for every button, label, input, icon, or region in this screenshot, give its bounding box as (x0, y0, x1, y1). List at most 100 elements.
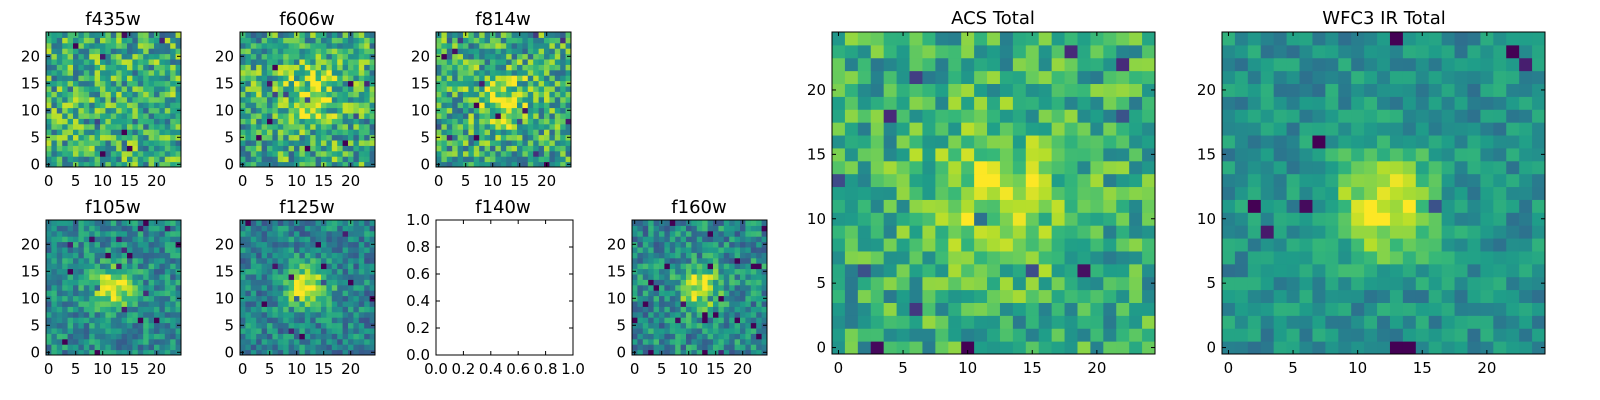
heatmap-cell (883, 83, 898, 97)
heatmap-cell (256, 37, 263, 44)
heatmap-cell (495, 113, 502, 119)
heatmap-cell (696, 247, 703, 253)
heatmap-cell (734, 241, 741, 248)
heatmap-cell (664, 344, 671, 351)
heatmap-cell (56, 274, 63, 280)
heatmap-cell (250, 37, 257, 44)
heatmap-cell (1415, 199, 1430, 213)
x-tick-label: 0.4 (479, 360, 503, 378)
heatmap-cell (256, 150, 263, 157)
y-tick-label: 5 (224, 316, 234, 334)
heatmap-cell (116, 91, 123, 98)
heatmap-cell (987, 96, 1001, 110)
heatmap-cell (500, 107, 507, 114)
heatmap-cell (261, 140, 268, 146)
heatmap-cell (46, 140, 52, 146)
heatmap-cell (315, 129, 322, 136)
heatmap-cell (100, 156, 106, 163)
heatmap-cell (148, 252, 155, 259)
heatmap-cell (364, 274, 371, 280)
axes-frame-f140w (435, 219, 574, 356)
heatmap-cell (121, 42, 128, 49)
heatmap-cell (331, 102, 338, 109)
heatmap-cell (1234, 341, 1249, 355)
heatmap-cell (143, 96, 150, 103)
heatmap-cell (348, 306, 354, 313)
heatmap-cell (1222, 289, 1236, 303)
heatmap-cell (240, 274, 246, 280)
heatmap-cell (116, 279, 123, 286)
heatmap-cell (1260, 341, 1275, 355)
heatmap-cell (321, 129, 327, 136)
heatmap-cell (1402, 328, 1417, 342)
heatmap-cell (321, 123, 327, 130)
heatmap-cell (750, 268, 757, 275)
heatmap-cell (110, 344, 117, 351)
heatmap-cell (148, 75, 155, 82)
heatmap-cell (56, 37, 63, 44)
heatmap-cell (116, 42, 123, 49)
heatmap-cell (304, 134, 311, 141)
heatmap-cell (832, 250, 846, 265)
heatmap-cell (46, 328, 52, 334)
heatmap-cell (870, 238, 885, 252)
heatmap-cell (909, 83, 923, 97)
heatmap-cell (463, 69, 469, 76)
heatmap-cell (56, 225, 63, 232)
heatmap-cell (94, 263, 101, 270)
heatmap-cell (452, 91, 459, 98)
heatmap-cell (452, 59, 459, 65)
heatmap-cell (369, 59, 376, 65)
heatmap-cell (702, 268, 709, 275)
heatmap-cell (321, 145, 327, 152)
heatmap-cell (648, 236, 655, 243)
heatmap-cell (479, 64, 486, 71)
heatmap-cell (457, 118, 464, 125)
heatmap-cell (495, 80, 502, 87)
heatmap-cell (702, 230, 709, 237)
heatmap-cell (127, 86, 133, 92)
heatmap-cell (310, 91, 317, 98)
heatmap-cell (51, 150, 58, 157)
heatmap-cell (729, 328, 736, 334)
heatmap-cell (342, 322, 349, 329)
heatmap-cell (116, 69, 123, 76)
heatmap-cell (46, 96, 52, 103)
heatmap-cell (250, 349, 257, 356)
heatmap-cell (511, 145, 518, 152)
heatmap-cell (267, 279, 273, 286)
heatmap-cell (484, 86, 491, 92)
heatmap-cell (175, 75, 182, 82)
heatmap-cell (267, 86, 273, 92)
heatmap-cell (110, 301, 117, 307)
heatmap-cell (121, 344, 128, 351)
heatmap-cell (78, 69, 85, 76)
heatmap-cell (256, 279, 263, 286)
heatmap-cell (164, 301, 171, 307)
heatmap-cell (1051, 83, 1066, 97)
heatmap-cell (479, 42, 486, 49)
heatmap-cell (121, 225, 128, 232)
heatmap-cell (364, 268, 371, 275)
heatmap-cell (1506, 238, 1520, 252)
heatmap-cell (288, 123, 295, 130)
heatmap-cell (533, 140, 540, 146)
heatmap-cell (691, 317, 698, 324)
heatmap-cell (500, 75, 507, 82)
heatmap-cell (116, 344, 123, 351)
heatmap-cell (948, 302, 962, 316)
heatmap-cell (517, 59, 523, 65)
axes-frame-f814w (435, 31, 572, 168)
heatmap-cell (94, 241, 101, 248)
heatmap-cell (948, 250, 962, 265)
heatmap-cell (463, 37, 469, 44)
heatmap-cell (659, 263, 665, 270)
heatmap-cell (637, 268, 644, 275)
heatmap-cell (1025, 135, 1040, 149)
heatmap-cell (1454, 341, 1468, 355)
heatmap-cell (750, 301, 757, 307)
heatmap-cell (267, 53, 273, 60)
heatmap-cell (1389, 315, 1404, 329)
heatmap-cell (175, 32, 182, 38)
heatmap-cell (495, 145, 502, 152)
